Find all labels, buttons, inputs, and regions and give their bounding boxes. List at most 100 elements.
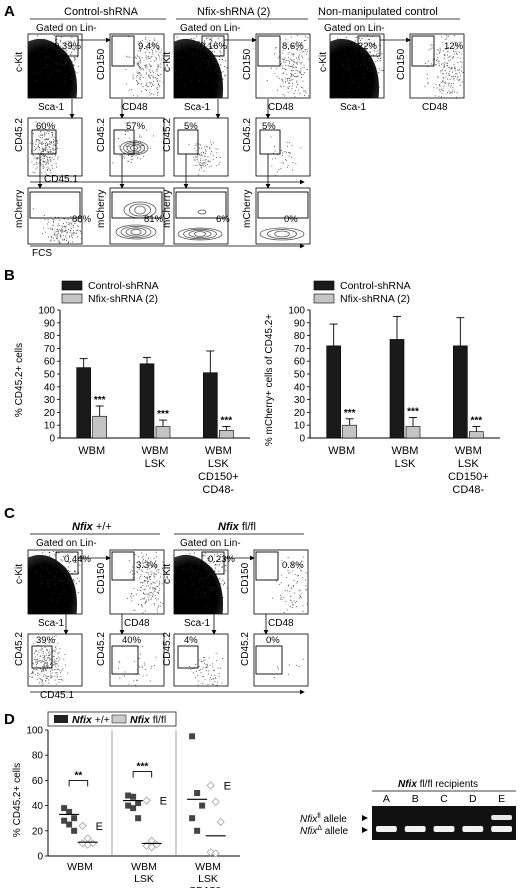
- data-point: [199, 802, 206, 809]
- gate-box: [111, 191, 163, 219]
- category-label: WBM: [328, 445, 355, 457]
- y-axis-label: mCherry: [14, 190, 25, 228]
- significance-label: ***: [220, 415, 232, 426]
- percent-label: 0%: [266, 635, 280, 646]
- y-tick-label: 90: [294, 318, 306, 329]
- percent-label: 9.4%: [138, 41, 160, 52]
- category-label: WBM: [195, 861, 221, 873]
- category-label: LSK: [198, 873, 218, 885]
- gate-box: [55, 551, 79, 575]
- data-point: [194, 827, 201, 834]
- gate-box: [201, 35, 225, 57]
- y-axis-label: CD150: [96, 48, 107, 80]
- significance-label: ***: [137, 762, 149, 773]
- y-tick-label: 70: [44, 344, 56, 355]
- flow-events: [270, 136, 302, 176]
- y-tick-label: 100: [38, 306, 55, 317]
- group-title-control: Control-shRNA: [64, 6, 139, 18]
- flow-events: [424, 35, 464, 98]
- y-tick-label: 50: [44, 370, 56, 381]
- gate-box: [111, 35, 135, 67]
- gate-box: [255, 645, 283, 675]
- y-axis-label: c-Kit: [14, 564, 25, 584]
- gel-arrow-delta: [362, 827, 368, 833]
- percent-label: 12%: [444, 41, 464, 52]
- y-tick-label: 80: [32, 751, 44, 762]
- y-tick-label: 20: [294, 408, 306, 419]
- y-axis-label: mCherry: [242, 190, 253, 228]
- data-point: [211, 849, 220, 858]
- panel-c-flow-plots: [27, 549, 309, 687]
- y-tick-label: 10: [294, 421, 306, 432]
- percent-label: 57%: [126, 121, 146, 132]
- panel-d-chart: 020406080100E**WBME***WBMLSKEWBMLSKCD150…: [26, 726, 240, 888]
- x-axis-label: Sca-1: [38, 618, 65, 629]
- gate-label: Gated on Lin-: [180, 538, 241, 549]
- outlier-label: E: [160, 796, 167, 808]
- y-axis-label: CD150: [242, 48, 253, 80]
- gate-label: Gated on Lin-: [180, 23, 241, 34]
- y-tick-label: 40: [32, 801, 44, 812]
- data-point: [125, 792, 132, 799]
- percent-label: 0.23%: [208, 554, 235, 565]
- bar: [453, 345, 468, 439]
- y-tick-label: 0: [37, 852, 43, 863]
- gel-lane-label: A: [383, 793, 390, 805]
- category-label: WBM: [455, 445, 482, 457]
- x-axis-label: CD45.1: [44, 174, 78, 185]
- data-point: [61, 805, 68, 812]
- y-tick-label: 60: [294, 357, 306, 368]
- flow-plot-frame: [255, 187, 311, 245]
- category-label: CD150+: [448, 471, 489, 483]
- data-point: [78, 821, 87, 830]
- gate-box: [31, 645, 53, 669]
- flow-events: [272, 556, 308, 613]
- gel-row-label-delta: NfixΔ allele: [300, 825, 348, 837]
- gel-band-fl: [491, 815, 512, 820]
- y-tick-label: 60: [32, 776, 44, 787]
- category-label: LSK: [395, 458, 416, 470]
- percent-label: 39%: [36, 635, 56, 646]
- y-tick-label: 90: [44, 318, 56, 329]
- x-axis-label: Sca-1: [184, 102, 211, 113]
- percent-label: 88%: [72, 214, 92, 225]
- category-label: WBM: [131, 861, 157, 873]
- bar: [92, 415, 107, 439]
- flow-events: [175, 35, 228, 98]
- flow-plot-frame: [173, 117, 229, 177]
- bar: [219, 430, 234, 439]
- data-point: [130, 805, 137, 812]
- bar: [469, 431, 484, 439]
- gate-box: [111, 645, 139, 675]
- category-label: WBM: [392, 445, 419, 457]
- y-axis-label: CD45.2: [14, 632, 25, 666]
- flow-plot-frame: [253, 549, 309, 615]
- bar: [139, 363, 155, 439]
- group-title-nfix: Nfix-shRNA (2): [197, 6, 270, 18]
- flow-plot-frame: [27, 117, 83, 177]
- x-axis-label: Sca-1: [38, 102, 65, 113]
- gel-image: A B C D E: [372, 793, 516, 840]
- flow-plot-frame: [173, 187, 229, 245]
- y-tick-label: 20: [32, 826, 44, 837]
- gate-box: [255, 551, 279, 581]
- y-axis-label: mCherry: [96, 190, 107, 228]
- data-point: [71, 827, 78, 834]
- x-axis-label: Sca-1: [184, 618, 211, 629]
- gate-box: [357, 35, 381, 57]
- percent-label: 0.8%: [282, 560, 304, 571]
- y-axis-label: c-Kit: [162, 564, 173, 584]
- data-point: [189, 815, 196, 822]
- percent-label: 6%: [216, 214, 230, 225]
- category-label: WBM: [205, 445, 232, 457]
- flow-events: [266, 35, 309, 98]
- outlier-label: E: [224, 780, 231, 792]
- y-axis-label: CD45.2: [162, 118, 173, 152]
- percent-label: 0.16%: [200, 41, 227, 52]
- gel-background: [372, 806, 516, 840]
- bar: [326, 345, 341, 439]
- gate-box: [55, 35, 79, 57]
- flow-events: [179, 552, 228, 607]
- panel-b-letter: B: [4, 267, 15, 284]
- data-point: [147, 843, 156, 852]
